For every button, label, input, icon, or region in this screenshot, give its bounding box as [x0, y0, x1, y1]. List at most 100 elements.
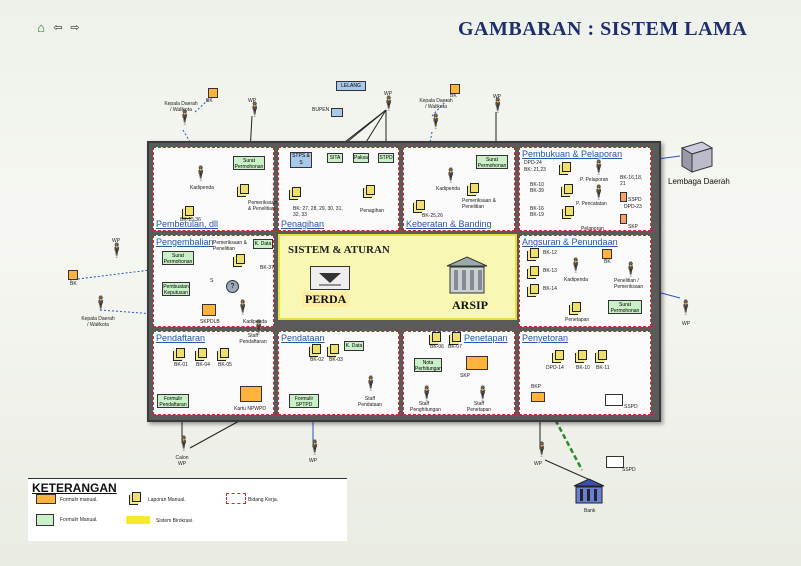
formulir-pendaftaran-box[interactable]: Formulir Pendaftaran [157, 394, 189, 408]
pemeriksaan-label: Pemeriksaan & Penelitian [248, 200, 278, 212]
bk02-label: BK-02 [310, 357, 324, 363]
skpdlb-form-icon [202, 304, 216, 316]
wp-label: WP [534, 461, 543, 467]
wp-label: WP [112, 238, 121, 244]
panel-penetapan[interactable]: Penetapan [403, 331, 515, 415]
laporan-stack-icon [240, 184, 249, 194]
panel-pengembalian[interactable]: Pengembalian [153, 235, 274, 327]
panel-title: Penagihan [281, 219, 325, 229]
staff-person-icon: 🕴 [250, 319, 268, 335]
laporan-stack-icon [530, 266, 539, 276]
s-label: S [210, 278, 214, 284]
surat-permohonan-box[interactable]: Surat Permohonan [476, 155, 508, 169]
bk12-label: BK-12 [543, 250, 557, 256]
laporan-stack-icon [564, 184, 573, 194]
kepala-daerah-person-icon: 🕴 [92, 295, 110, 311]
bk07-label: BK-07 [448, 344, 462, 350]
staff-person-icon: 🕴 [362, 375, 380, 391]
legend-sistem-birokrasi-label: Sistem Birokrasi. [156, 518, 194, 524]
panel-title: Pendaftaran [156, 333, 206, 343]
kepala-daerah-label: Kepala Daerah / Walikota [164, 101, 198, 113]
bkp-form-icon [531, 392, 545, 402]
page-title: GAMBARAN : SISTEM LAMA [458, 18, 748, 40]
legend-sistem-birokrasi-icon [126, 516, 150, 524]
keputusan-box[interactable]: Pembuatan Keputusan [162, 282, 190, 296]
bk16-label: BK-16 [530, 206, 544, 212]
laporan-stack-icon [366, 185, 375, 195]
staff-label: Staff Pendaftaran [239, 333, 267, 345]
legend-laporan-manual-label: Laporan Manual. [148, 497, 186, 503]
panel-pembukuan[interactable]: Pembukuan & Pelaporan [519, 147, 651, 231]
wp-person-icon: 🕴 [380, 95, 398, 111]
center-system-panel[interactable]: SISTEM & ATURAN PERDA ARSIP [278, 234, 517, 320]
forward-arrow-icon[interactable]: ⇨ [70, 22, 80, 34]
legend-title: KETERANGAN [32, 481, 117, 495]
bk-label: BK-25,26 [422, 213, 443, 219]
laporan-stack-icon [330, 344, 339, 354]
sspd-label: SSPD [624, 404, 638, 410]
kdata-box[interactable]: K. Data [253, 239, 273, 249]
paksa-box[interactable]: Paksa [353, 153, 369, 163]
bk03-label: BK-03 [329, 357, 343, 363]
skp-form-icon [620, 214, 627, 224]
nota-perhitungan-box[interactable]: Nota Perhitungan [414, 358, 442, 372]
staff-label: Staff Pendataan [357, 396, 383, 408]
penagihan-label: Penagihan [360, 208, 384, 214]
laporan-stack-icon [530, 284, 539, 294]
kepala-daerah-label: Kepala Daerah / Walikota [419, 98, 453, 110]
skp-form-icon [466, 356, 488, 370]
pelaporan-label: P. Pelaporan [580, 177, 609, 183]
bottom-lines [181, 414, 591, 481]
arsip-label: ARSIP [452, 298, 489, 312]
surat-permohonan-box[interactable]: Surat Permohonan [233, 156, 265, 170]
kepala-daerah-label: Kepala Daerah / Walikota [81, 316, 115, 328]
laporan-stack-icon [185, 206, 194, 216]
wp-label: WP [493, 94, 502, 100]
panel-title: Penyetoran [522, 333, 569, 343]
surat-permohonan-box[interactable]: Surat Permohonan [608, 300, 642, 314]
panel-title: Pendataan [281, 333, 325, 343]
kadipenda-label: Kadipenda [564, 277, 588, 283]
legend-bidang-kerja-label: Bidang Kerja. [248, 497, 279, 503]
laporan-stack-icon [198, 348, 207, 358]
bupen-label: BUPEN [312, 107, 330, 113]
skp-label: SKP [460, 373, 471, 379]
kadipenda-person-icon: 🕴 [192, 165, 210, 181]
laporan-stack-icon [452, 332, 461, 342]
kartu-npwpd-icon [240, 386, 262, 402]
kepala-daerah-person-icon: 🕴 [176, 109, 194, 125]
kdata-box[interactable]: K. Data [344, 341, 364, 351]
bkp-label: BKP [531, 384, 542, 390]
legend-bidang-kerja-icon [226, 493, 246, 504]
bk10-label: BK-10 [530, 182, 544, 188]
bk-label: BK-15,36 [180, 217, 201, 223]
bk13-label: BK-13 [543, 268, 557, 274]
sspd-label: SSPD [622, 467, 636, 473]
panel-penyetoran[interactable]: Penyetoran [519, 331, 651, 415]
laporan-stack-icon [562, 162, 571, 172]
penetapan-label: Penetapan [565, 317, 590, 323]
panel-title: Pembukuan & Pelaporan [522, 149, 623, 159]
perda-icon [310, 266, 350, 290]
wp-label: WP [384, 91, 393, 97]
question-icon: ? [226, 280, 239, 293]
staff-label: Staff Penghitungan [410, 401, 441, 413]
home-icon[interactable]: ⌂ [37, 20, 45, 35]
lelang-box[interactable]: LELANG [336, 81, 366, 91]
staff-person-icon: 🕴 [474, 385, 492, 401]
stps-box[interactable]: STPS & S [290, 152, 312, 168]
laporan-stack-icon [578, 350, 587, 360]
pencatatan-person-icon: 🕴 [590, 184, 608, 200]
surat-permohonan-box[interactable]: Surat Permohonan [162, 251, 194, 265]
calon-wp-label: Calon WP [175, 455, 189, 467]
stpd-box[interactable]: STPD [378, 153, 394, 163]
bk04-label: BK-04 [196, 362, 210, 368]
kepala-daerah-person-icon: 🕴 [427, 113, 445, 129]
sita-box[interactable]: SITA [327, 153, 343, 163]
sspd-document-icon [605, 394, 623, 406]
wp-label: WP [309, 458, 318, 464]
bk-form-icon [602, 249, 612, 259]
formulir-sptpd-box[interactable]: Formulir SPTPD [289, 394, 319, 408]
laporan-stack-icon [220, 348, 229, 358]
back-arrow-icon[interactable]: ⇦ [53, 22, 63, 34]
